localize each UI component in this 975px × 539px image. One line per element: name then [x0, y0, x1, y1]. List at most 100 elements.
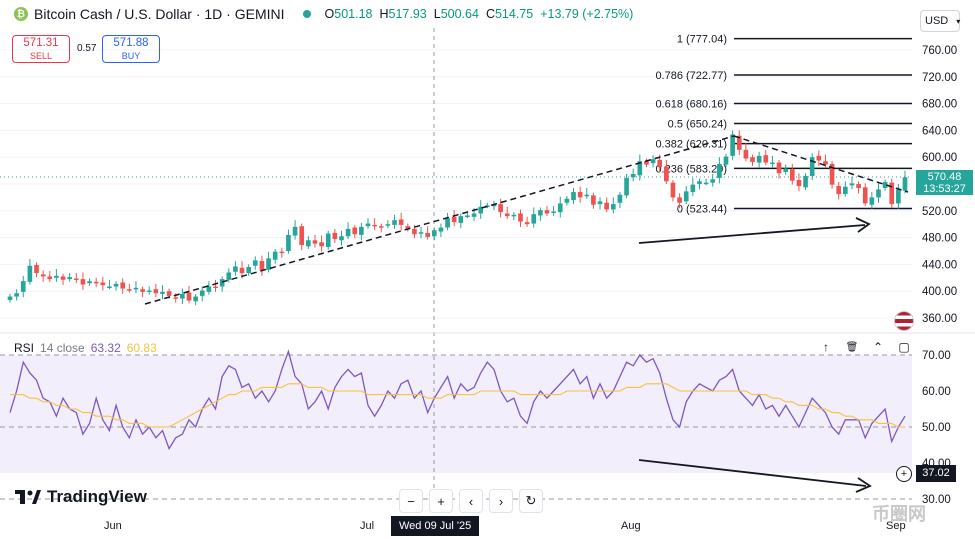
open-value: 501.18	[334, 7, 373, 21]
zoom-out-button[interactable]: −	[399, 489, 423, 513]
price-tick-label: 760.00	[922, 45, 957, 57]
collapse-icon[interactable]: ⌃	[872, 340, 884, 354]
candle-body	[392, 220, 397, 225]
candle-body	[823, 161, 828, 165]
candle-body	[306, 240, 311, 247]
rsi-tick-label: 50.00	[922, 422, 951, 434]
candle-body	[239, 267, 245, 274]
symbol-title[interactable]: Bitcoin Cash / U.S. Dollar · 1D · GEMINI	[34, 6, 285, 22]
us-flag-icon[interactable]	[894, 311, 914, 331]
candle-body	[743, 149, 749, 159]
candle-body	[292, 226, 298, 236]
price-tick-label: 720.00	[922, 72, 957, 84]
maximize-icon[interactable]: ▢	[898, 340, 910, 354]
candle-body	[750, 157, 755, 162]
low-value: 500.64	[440, 7, 479, 21]
candle-body	[664, 166, 669, 182]
candle-body	[637, 161, 643, 176]
candle-body	[199, 290, 205, 296]
candle-body	[836, 186, 842, 195]
candle-body	[332, 232, 338, 239]
fib-level-label: 1 (777.04)	[677, 34, 727, 46]
candle-body	[882, 181, 888, 189]
move-up-icon[interactable]: ↑	[823, 340, 829, 354]
candle-body	[20, 281, 26, 292]
candle-body	[591, 195, 596, 205]
candle-body	[843, 186, 848, 195]
candle-body	[478, 206, 484, 214]
candle-body	[345, 228, 351, 237]
candle-body	[710, 179, 716, 183]
candle-body	[233, 266, 238, 272]
candle-body	[67, 277, 72, 280]
candle-body	[272, 251, 278, 260]
rising-trendline	[144, 135, 735, 305]
candle-body	[166, 291, 172, 296]
candle-body	[359, 226, 364, 235]
candle-body	[485, 205, 490, 207]
change-value: +13.79 (+2.75%)	[540, 7, 634, 21]
rsi-band-background	[0, 355, 912, 473]
candle-body	[153, 289, 159, 294]
price-tick-label: 640.00	[922, 125, 957, 137]
candle-body	[160, 291, 165, 294]
candle-body	[93, 281, 99, 284]
currency-button[interactable]: USD ▾	[920, 10, 960, 32]
rsi-legend[interactable]: RSI 14 close 63.32 60.83	[14, 341, 157, 355]
candle-body	[796, 179, 802, 187]
candle-body	[14, 293, 19, 297]
candle-body	[876, 189, 881, 198]
reset-chart-button[interactable]: ↻	[519, 489, 543, 513]
buy-price: 571.88	[113, 37, 149, 49]
candle-body	[425, 232, 430, 237]
candle-body	[816, 155, 822, 161]
candle-body	[902, 177, 908, 191]
candle-body	[73, 278, 79, 280]
candle-body	[770, 162, 775, 165]
candle-body	[504, 213, 510, 217]
candle-body	[531, 214, 537, 224]
zoom-in-button[interactable]: +	[429, 489, 453, 513]
price-arrow-line	[638, 224, 866, 244]
candle-body	[624, 177, 629, 196]
add-plus-icon[interactable]: +	[896, 466, 912, 482]
fib-level-label: 0 (523.44)	[677, 203, 727, 215]
candle-body	[312, 240, 318, 244]
candle-body	[219, 279, 225, 287]
candle-body	[690, 184, 696, 193]
candle-body	[538, 210, 543, 216]
falling-trendline	[733, 135, 909, 193]
candle-body	[47, 276, 53, 280]
candle-body	[193, 296, 198, 302]
buy-button[interactable]: 571.88 BUY	[102, 35, 160, 63]
fib-level-label: 0.382 (620.31)	[655, 139, 727, 151]
candle-body	[763, 155, 769, 163]
candle-body	[610, 204, 616, 210]
crosshair-date-label: Wed 09 Jul '25	[391, 516, 480, 536]
candle-body	[146, 290, 152, 293]
candle-body	[339, 236, 344, 241]
candle-body	[133, 287, 139, 290]
candle-body	[650, 159, 656, 164]
candle-body	[524, 222, 530, 225]
candle-body	[783, 168, 788, 172]
delete-icon[interactable]: 🗑	[845, 341, 859, 353]
sell-button[interactable]: 571.31 SELL	[12, 35, 70, 63]
spread-value: 0.57	[77, 43, 97, 54]
candle-body	[7, 296, 13, 300]
rsi-arrow-line	[638, 459, 867, 487]
candle-body	[378, 226, 384, 228]
candle-body	[365, 223, 371, 227]
tradingview-logo[interactable]: TradingView	[15, 487, 147, 507]
price-arrow-head	[855, 217, 871, 233]
candle-body	[544, 210, 550, 214]
price-tick-label: 400.00	[922, 286, 957, 298]
candle-body	[703, 182, 709, 185]
scroll-right-button[interactable]: ›	[489, 489, 513, 513]
scroll-left-button[interactable]: ‹	[459, 489, 483, 513]
candle-body	[465, 215, 470, 217]
candle-body	[405, 226, 411, 229]
bitcoin-cash-icon: ₿	[14, 7, 28, 21]
candle-body	[756, 155, 762, 163]
